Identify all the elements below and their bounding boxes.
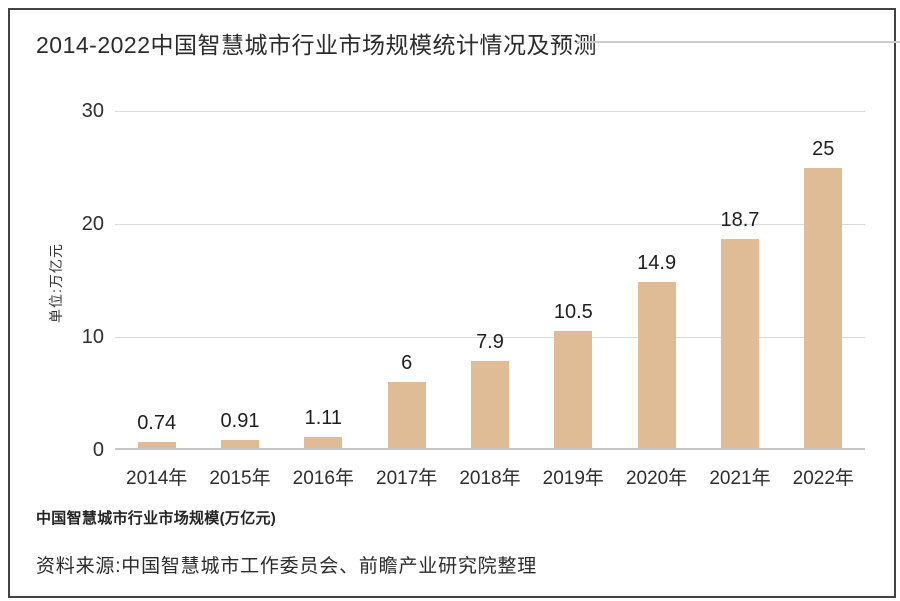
x-tick-label: 2019年 <box>542 468 604 489</box>
bar-2020年 <box>637 281 676 450</box>
bar-group-2021年: 18.7 2021年 <box>698 111 781 489</box>
plot-area: 0.74 2014年 0.91 2015年 1.11 2016年 6 2017年 7.9 2018… <box>82 100 865 490</box>
chart-title: 2014-2022中国智慧城市行业市场规模统计情况及预测 <box>36 32 597 58</box>
bar-value-label: 6 <box>401 352 413 375</box>
bar-value-label: 7.9 <box>476 330 504 353</box>
gridline-30 <box>115 111 865 112</box>
x-tick-label: 2014年 <box>126 468 188 489</box>
x-tick-label: 2021年 <box>709 468 771 489</box>
bar-2019年 <box>554 331 593 450</box>
x-tick-label: 2018年 <box>459 468 521 489</box>
y-axis-label: 单位:万亿元 <box>48 243 64 323</box>
bar-value-label: 0.74 <box>137 411 177 434</box>
bar-value-label: 10.5 <box>553 301 593 324</box>
bar-value-label: 25 <box>812 137 835 160</box>
bar-2015年 <box>220 439 259 450</box>
x-tick-label: 2016年 <box>292 468 354 489</box>
series-caption: 中国智慧城市行业市场规模(万亿元) <box>36 510 277 527</box>
y-tick-label-30: 30 <box>81 100 104 122</box>
x-tick-label: 2017年 <box>376 468 438 489</box>
bar-group-2018年: 7.9 2018年 <box>448 111 531 489</box>
bar-2022年 <box>804 167 843 450</box>
bar-value-label: 18.7 <box>720 208 760 231</box>
bar-2018年 <box>470 360 509 450</box>
bar-group-2017年: 6 2017年 <box>365 111 448 489</box>
y-tick-label-0: 0 <box>92 439 104 461</box>
x-tick-label: 2022年 <box>792 468 854 489</box>
chart-frame: 2014-2022中国智慧城市行业市场规模统计情况及预测 单位:万亿元 0.74… <box>8 8 900 598</box>
title-rule-line <box>577 41 900 43</box>
bar-group-2019年: 10.5 2019年 <box>532 111 615 489</box>
bar-2014年 <box>137 441 176 450</box>
x-axis-line <box>115 448 865 450</box>
y-tick-label-10: 10 <box>81 326 104 348</box>
bar-group-2020年: 14.9 2020年 <box>615 111 698 489</box>
bar-value-label: 14.9 <box>637 251 677 274</box>
bar-2021年 <box>720 238 759 450</box>
bar-series: 0.74 2014年 0.91 2015年 1.11 2016年 6 2017年 7.9 2018… <box>115 111 865 490</box>
bar-value-label: 0.91 <box>220 409 260 432</box>
bar-group-2014年: 0.74 2014年 <box>115 111 198 489</box>
bar-value-label: 1.11 <box>304 407 343 430</box>
gridline-20 <box>115 224 865 225</box>
bar-group-2015年: 0.91 2015年 <box>198 111 281 489</box>
gridline-10 <box>115 337 865 338</box>
source-note: 资料来源:中国智慧城市工作委员会、前瞻产业研究院整理 <box>36 556 538 577</box>
x-tick-label: 2020年 <box>625 468 688 489</box>
bar-group-2022年: 25 2022年 <box>782 111 865 490</box>
bar-group-2016年: 1.11 2016年 <box>282 111 365 489</box>
bar-2017年 <box>387 382 426 450</box>
y-tick-label-20: 20 <box>81 213 104 235</box>
bar-2016年 <box>304 437 343 450</box>
x-tick-label: 2015年 <box>209 468 271 489</box>
